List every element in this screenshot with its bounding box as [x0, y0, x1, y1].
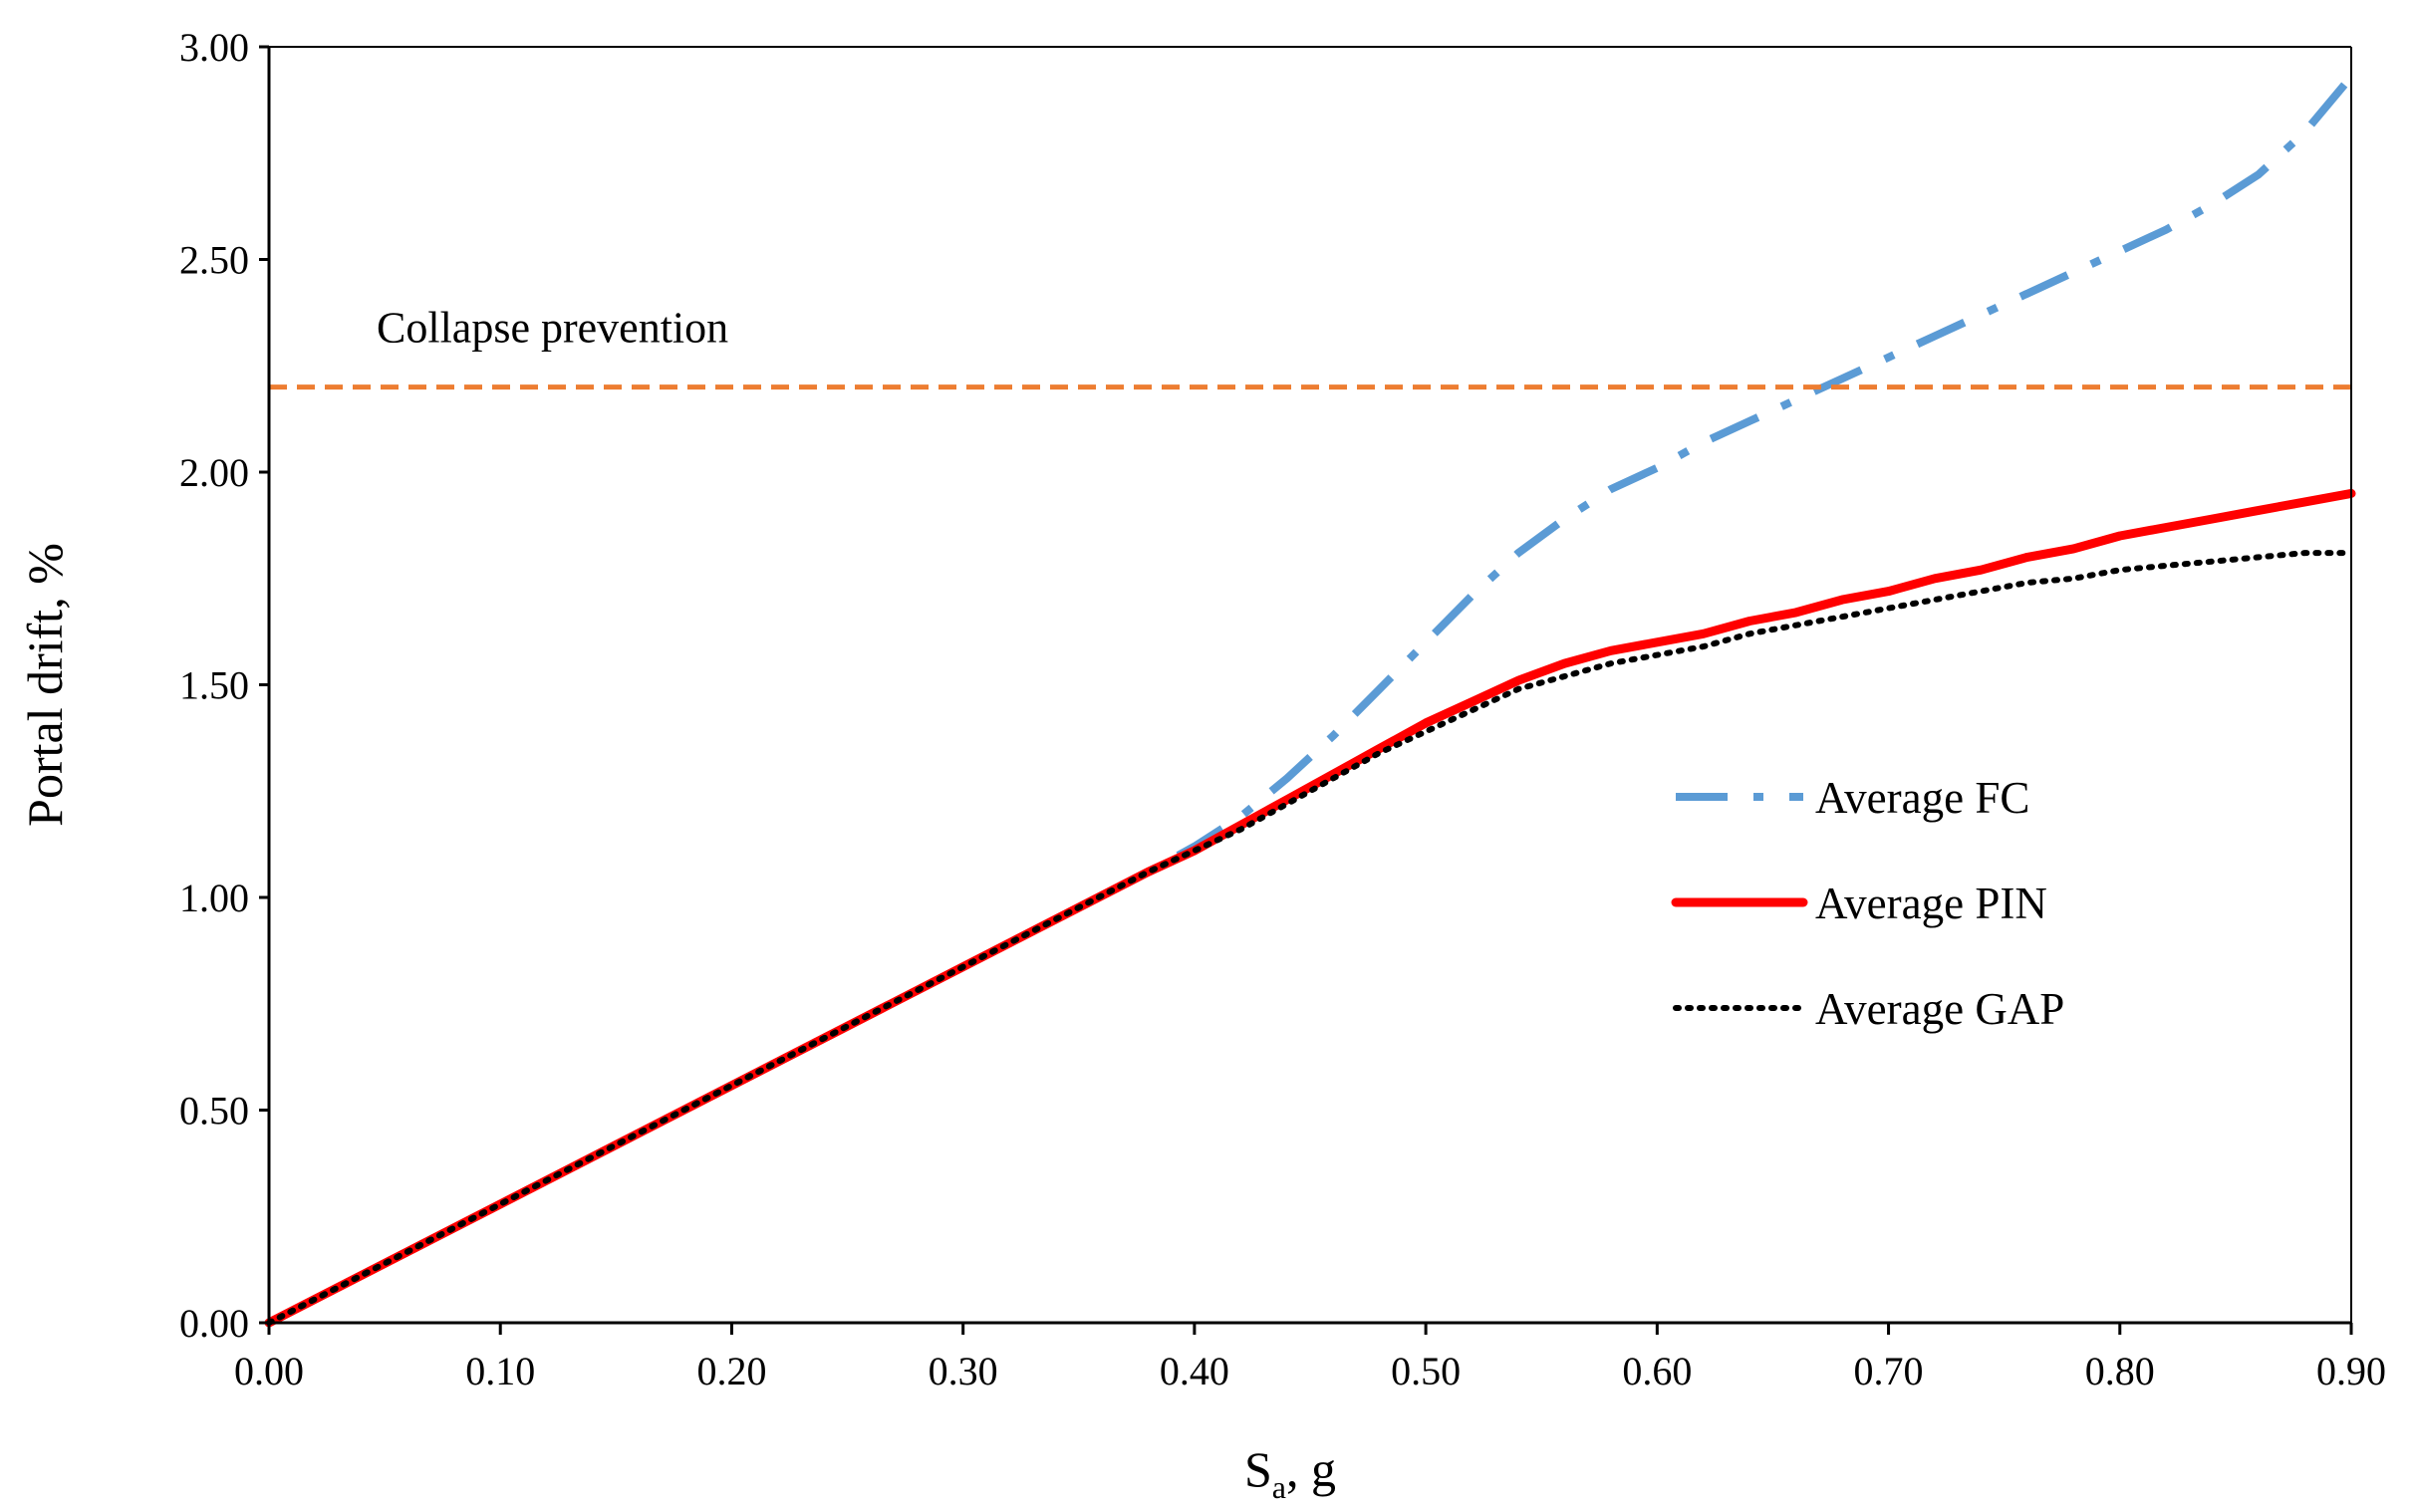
legend-label: Average FC [1815, 773, 2029, 823]
x-tick-label: 0.80 [2085, 1349, 2155, 1393]
x-tick-label: 0.50 [1391, 1349, 1461, 1393]
series-line-average-pin [264, 488, 2356, 1328]
y-tick-label: 3.00 [179, 25, 249, 70]
x-axis-title-suffix: , g [1286, 1441, 1336, 1497]
y-tick-label: 2.50 [179, 238, 249, 283]
y-tick-label: 1.50 [179, 663, 249, 708]
legend-label: Average PIN [1815, 879, 2047, 928]
series-line-average-fc [267, 74, 2355, 1327]
x-tick-label: 0.10 [465, 1349, 535, 1393]
x-tick-label: 0.90 [2316, 1349, 2386, 1393]
y-tick-label: 1.00 [179, 876, 249, 920]
legend: Average FC Average PIN Average GAP [1671, 773, 2064, 1034]
x-tick-label: 0.40 [1160, 1349, 1229, 1393]
y-tick-label: 2.00 [179, 450, 249, 495]
x-tick-label: 0.70 [1854, 1349, 1924, 1393]
x-tick-label: 0.60 [1622, 1349, 1692, 1393]
reference-layer: Collapse prevention [269, 304, 2351, 390]
y-axis-title: Portal drift, % [17, 543, 73, 827]
legend-label: Average GAP [1815, 984, 2064, 1034]
x-axis-title-subscript: a [1272, 1469, 1286, 1505]
series-line-average-gap [266, 550, 2354, 1326]
axes-layer [259, 45, 2353, 1335]
y-tick-label: 0.00 [179, 1301, 249, 1346]
x-tick-label: 0.30 [929, 1349, 998, 1393]
series-layer [264, 74, 2356, 1328]
y-tick-label: 0.50 [179, 1089, 249, 1134]
x-axis-title-main: S [1244, 1441, 1272, 1497]
x-tick-label: 0.20 [696, 1349, 766, 1393]
x-tick-label: 0.00 [234, 1349, 304, 1393]
reference-line-label: Collapse prevention [377, 304, 728, 353]
tick-labels: 0.00 0.50 1.00 1.50 2.00 2.50 3.00 0.00 0.10 0.20… [179, 25, 2386, 1393]
x-axis-title: Sa, g [1244, 1441, 1336, 1505]
